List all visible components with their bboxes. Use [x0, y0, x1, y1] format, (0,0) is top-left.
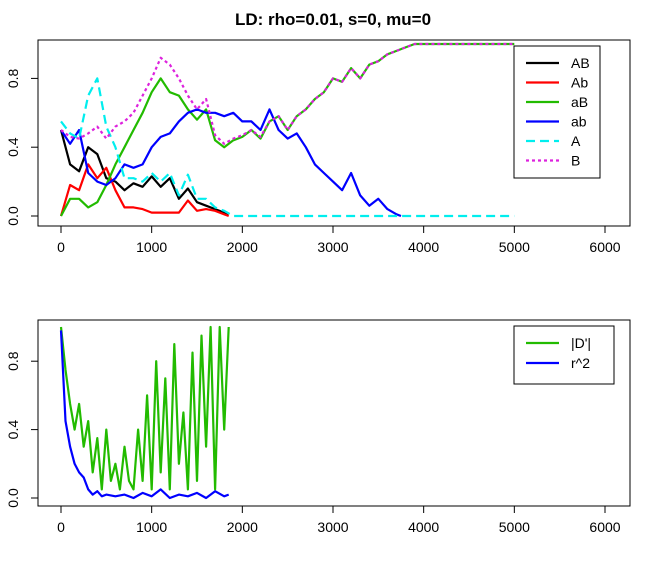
series-line-r2 [59, 330, 230, 500]
x-tick-label: 4000 [408, 239, 439, 255]
x-tick-label: 1000 [136, 519, 167, 535]
x-tick-label: 5000 [499, 239, 530, 255]
bottom-panel: 0 1000 2000 3000 4000 5000 6000 0.0 0.4 0.8 |D'| r^… [5, 319, 631, 535]
legend-label: ab [571, 114, 587, 130]
chart-title: LD: rho=0.01, s=0, mu=0 [235, 10, 431, 29]
y-tick-label: 0.4 [5, 420, 21, 440]
legend-label: AB [571, 55, 590, 71]
x-tick-label: 6000 [589, 519, 620, 535]
x-tick-label: 6000 [589, 239, 620, 255]
top-panel: 0 1000 2000 3000 4000 5000 6000 0.0 0.4 0.8 AB Ab aB… [5, 39, 631, 255]
x-tick-label: 4000 [408, 519, 439, 535]
y-tick-label: 0.8 [5, 351, 21, 371]
legend-box [513, 325, 615, 385]
x-tick-label: 3000 [317, 239, 348, 255]
plot-frame [37, 319, 631, 507]
legend-label: A [571, 133, 581, 149]
x-tick-label: 2000 [227, 239, 258, 255]
legend-box [513, 45, 601, 179]
legend-label: r^2 [571, 355, 590, 371]
y-tick-label: 0.0 [5, 488, 21, 508]
legend-label: B [571, 153, 580, 169]
y-tick-label: 0.4 [5, 137, 21, 157]
legend-label: aB [571, 94, 588, 110]
x-tick-label: 0 [57, 519, 65, 535]
plot-frame [37, 39, 631, 227]
legend-label: Ab [571, 75, 588, 91]
series-line-AB [59, 129, 230, 216]
legend: |D'| r^2 [513, 325, 615, 385]
y-tick-label: 0.8 [5, 68, 21, 88]
legend-label: |D'| [571, 335, 591, 351]
x-tick-label: 2000 [227, 519, 258, 535]
x-tick-label: 1000 [136, 239, 167, 255]
x-tick-label: 0 [57, 239, 65, 255]
y-tick-label: 0.0 [5, 206, 21, 226]
series-line-D [59, 325, 230, 491]
series-line-A [60, 77, 515, 218]
series-line-B [60, 42, 515, 145]
x-tick-label: 3000 [317, 519, 348, 535]
legend: AB Ab aB ab AB [513, 45, 601, 179]
x-tick-label: 5000 [499, 519, 530, 535]
series-line-ab [60, 108, 402, 218]
series-line-Ab [59, 163, 230, 218]
series-line-aB [60, 42, 515, 217]
